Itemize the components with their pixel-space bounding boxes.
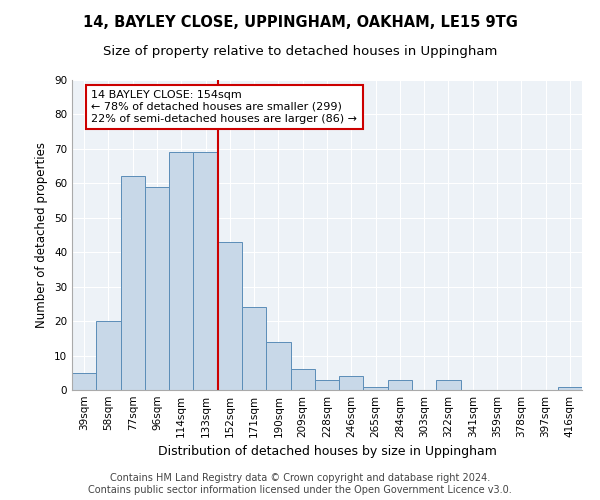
Y-axis label: Number of detached properties: Number of detached properties xyxy=(35,142,49,328)
Bar xyxy=(242,308,266,390)
Bar xyxy=(218,242,242,390)
Bar xyxy=(72,373,96,390)
Text: 14, BAYLEY CLOSE, UPPINGHAM, OAKHAM, LE15 9TG: 14, BAYLEY CLOSE, UPPINGHAM, OAKHAM, LE1… xyxy=(83,15,517,30)
Bar xyxy=(364,386,388,390)
Bar xyxy=(339,376,364,390)
Text: 14 BAYLEY CLOSE: 154sqm
← 78% of detached houses are smaller (299)
22% of semi-d: 14 BAYLEY CLOSE: 154sqm ← 78% of detache… xyxy=(91,90,358,124)
Bar xyxy=(290,370,315,390)
Bar xyxy=(388,380,412,390)
Bar xyxy=(169,152,193,390)
Bar xyxy=(145,187,169,390)
Text: Size of property relative to detached houses in Uppingham: Size of property relative to detached ho… xyxy=(103,45,497,58)
Bar xyxy=(436,380,461,390)
Bar xyxy=(266,342,290,390)
Bar xyxy=(193,152,218,390)
Bar xyxy=(558,386,582,390)
X-axis label: Distribution of detached houses by size in Uppingham: Distribution of detached houses by size … xyxy=(158,446,496,458)
Text: Contains HM Land Registry data © Crown copyright and database right 2024.
Contai: Contains HM Land Registry data © Crown c… xyxy=(88,474,512,495)
Bar xyxy=(315,380,339,390)
Bar xyxy=(121,176,145,390)
Bar xyxy=(96,321,121,390)
